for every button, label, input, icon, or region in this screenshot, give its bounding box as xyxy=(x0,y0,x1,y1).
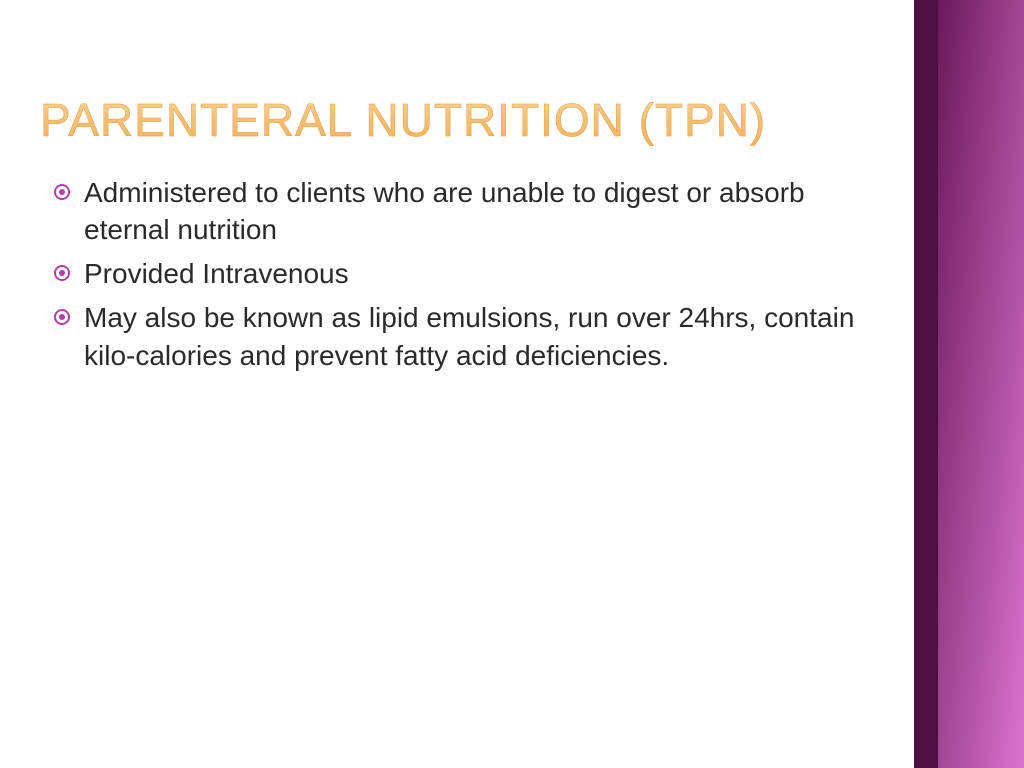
list-item: Provided Intravenous xyxy=(54,255,870,293)
side-accent xyxy=(914,0,1024,768)
bullet-text: May also be known as lipid emulsions, ru… xyxy=(84,302,854,371)
bullet-text: Administered to clients who are unable t… xyxy=(84,177,805,246)
bullet-icon xyxy=(54,309,70,325)
slide: Parenteral Nutrition (TPN) Administered … xyxy=(0,0,1024,768)
slide-title: Parenteral Nutrition (TPN) xyxy=(40,95,870,146)
bullet-icon xyxy=(54,184,70,200)
bullet-text: Provided Intravenous xyxy=(84,258,349,289)
bullet-list: Administered to clients who are unable t… xyxy=(40,174,870,375)
content-area: Parenteral Nutrition (TPN) Administered … xyxy=(40,95,870,381)
list-item: May also be known as lipid emulsions, ru… xyxy=(54,299,870,375)
list-item: Administered to clients who are unable t… xyxy=(54,174,870,250)
bullet-icon xyxy=(54,265,70,281)
